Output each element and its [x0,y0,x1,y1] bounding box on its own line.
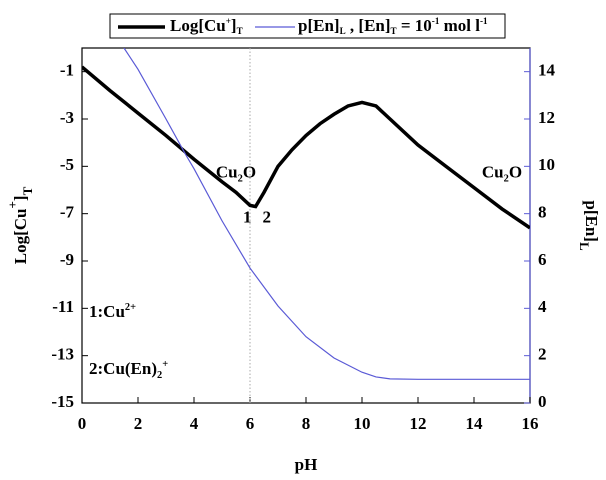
label-part: T [237,26,243,36]
annotation: 2 [263,207,272,226]
annotation: Cu2O [216,162,256,184]
label-part: 2 [263,207,272,226]
y-tick-label: -9 [60,250,74,269]
x-tick-label: 12 [410,414,427,433]
label-part: 2:Cu(En) [89,359,157,378]
x-tick-label: 4 [190,414,199,433]
label-part: 2 [157,370,162,381]
label-part: O [509,162,522,181]
legend-label: p[En]L , [En]T = 10-1 mol l-1 [298,16,488,36]
y2-tick-label: 12 [538,108,555,127]
series-line [82,65,530,230]
x-tick-label: 2 [134,414,143,433]
x-axis-label: pH [295,455,318,474]
label-part: T [20,186,35,195]
label-part: + [162,359,168,370]
y-tick-label: -11 [52,297,74,316]
label-part: ] [231,16,237,35]
label-part: + [5,201,20,208]
label-part: , [En] [346,16,391,35]
label-part: 2+ [125,302,136,313]
label-part: L [577,242,592,251]
label-part: + [226,16,231,26]
label-part: L [340,26,346,36]
y-tick-label: -5 [60,155,74,174]
x-tick-label: 10 [354,414,371,433]
legend-label: Log[Cu+]T [170,16,243,36]
y2-tick-label: 6 [538,250,547,269]
label-part: -1 [480,16,488,26]
x-tick-label: 14 [466,414,484,433]
y2-tick-label: 2 [538,345,547,364]
label-part: 1:Cu [89,302,125,321]
label-part: pH [295,455,318,474]
series-line [123,48,530,380]
label-part: T [391,26,397,36]
y2-tick-label: 0 [538,392,547,411]
label-part: 2 [238,173,243,184]
label-part: -1 [432,16,440,26]
y-axis-label: Log[Cu+]T [5,186,35,264]
x-tick-label: 0 [78,414,87,433]
annotation: 1 [243,207,252,226]
label-part: p[En] [298,16,340,35]
label-part: 2 [504,173,509,184]
label-part: Cu [482,162,504,181]
y2-tick-label: 14 [538,61,556,80]
label-part: Log[Cu [170,16,226,35]
legend [109,13,506,39]
x-tick-label: 16 [522,414,539,433]
annotation: 1:Cu2+ [89,302,136,321]
x-tick-label: 6 [246,414,255,433]
y2-tick-label: 4 [538,297,547,316]
label-part: ] [11,195,30,201]
x-tick-label: 8 [302,414,311,433]
plot-frame [81,47,531,404]
y-tick-label: -15 [51,392,74,411]
annotation: 2:Cu(En)2+ [89,359,168,381]
label-part: p[En] [582,200,601,242]
y-tick-label: -13 [51,345,74,364]
y-tick-label: -7 [60,203,75,222]
label-part: 1 [243,207,252,226]
y2-tick-label: 8 [538,203,547,222]
y-tick-label: -1 [60,61,74,80]
label-part: = 10 [397,16,432,35]
label-part: mol l [439,16,480,35]
label-part: Cu [216,162,238,181]
y-tick-label: -3 [60,108,74,127]
label-part: O [243,162,256,181]
y2-tick-label: 10 [538,155,555,174]
label-part: Log[Cu [11,209,30,265]
annotation: Cu2O [482,162,522,184]
y2-axis-label: p[En]L [577,200,602,251]
